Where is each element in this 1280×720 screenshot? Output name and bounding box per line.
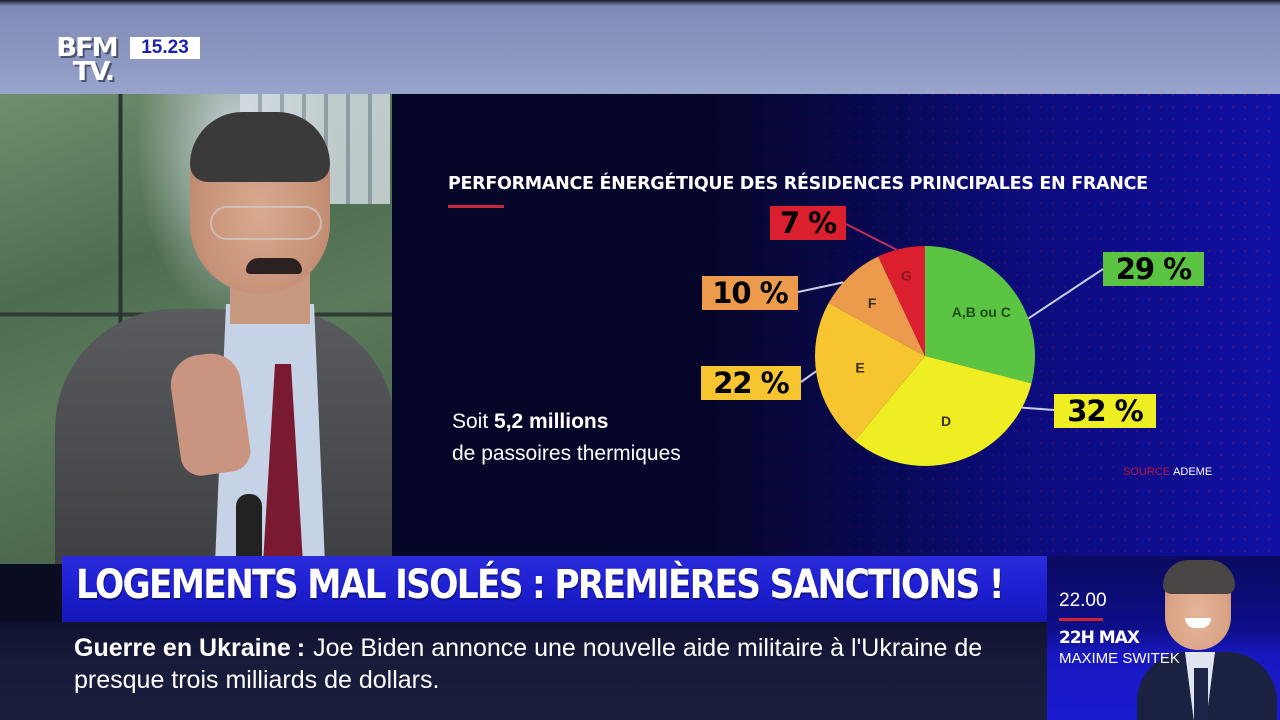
source-value: ADEME bbox=[1173, 466, 1213, 478]
headline-text: LOGEMENTS MAL ISOLÉS : PREMIÈRES SANCTIO… bbox=[76, 562, 1005, 608]
slice-d bbox=[854, 356, 1032, 467]
slice-label: F bbox=[868, 295, 877, 311]
chart-title: PERFORMANCE ÉNERGÉTIQUE DES RÉSIDENCES P… bbox=[448, 174, 1148, 194]
ticker-separator: : bbox=[296, 634, 306, 662]
slice-label: E bbox=[855, 360, 864, 376]
slice-label: D bbox=[941, 413, 951, 429]
studio-video-feed bbox=[0, 94, 392, 564]
title-underline bbox=[448, 205, 504, 208]
clock: 15.23 bbox=[130, 37, 200, 59]
leader-line bbox=[797, 281, 844, 293]
stat-line-1: Soit 5,2 millions bbox=[452, 410, 608, 434]
leader-line bbox=[845, 223, 897, 251]
callout-label: 29 % bbox=[1115, 252, 1193, 286]
leader-line bbox=[800, 370, 817, 383]
callout-d: 32 % bbox=[1054, 394, 1156, 428]
microphone-icon bbox=[236, 494, 262, 564]
chart-panel: PERFORMANCE ÉNERGÉTIQUE DES RÉSIDENCES P… bbox=[392, 94, 1280, 564]
host-photo-tie bbox=[1194, 668, 1208, 720]
callout-label: 22 % bbox=[713, 366, 790, 400]
ticker-topic: Guerre en Ukraine bbox=[74, 634, 291, 662]
channel-logo: BFM TV. bbox=[56, 33, 126, 92]
pie-chart: A,B ou C D E F G bbox=[797, 223, 1104, 467]
slice-g bbox=[878, 246, 925, 356]
slice-e bbox=[814, 303, 925, 441]
next-show-title: 22H MAX bbox=[1059, 628, 1140, 648]
callout-label: 32 % bbox=[1067, 394, 1144, 428]
source-credit: SOURCE ADEME bbox=[1123, 466, 1212, 478]
ticker-body: Joe Biden annonce une nouvelle aide mili… bbox=[74, 634, 983, 694]
callout-abc: 29 % bbox=[1103, 252, 1204, 286]
callout-label: 7 % bbox=[779, 206, 837, 240]
logo-line-2: TV. bbox=[72, 57, 115, 87]
logo-line-1: BFM bbox=[56, 33, 118, 63]
callout-f: 10 % bbox=[702, 276, 798, 310]
next-show-time: 22.00 bbox=[1059, 590, 1107, 611]
source-label: SOURCE bbox=[1123, 466, 1171, 478]
presenter-mustache bbox=[246, 258, 302, 274]
top-band bbox=[0, 0, 1280, 96]
callout-g: 7 % bbox=[770, 206, 846, 240]
leader-line bbox=[1022, 406, 1055, 411]
host-photo-smile bbox=[1185, 618, 1211, 628]
slice-label: A,B ou C bbox=[952, 304, 1011, 320]
leader-line bbox=[1027, 268, 1104, 320]
slice-f bbox=[828, 256, 925, 356]
callout-e: 22 % bbox=[701, 366, 801, 400]
next-show-divider bbox=[1059, 618, 1103, 621]
next-show-panel: 22.00 22H MAX MAXIME SWITEK bbox=[1047, 556, 1280, 720]
presenter-hair bbox=[190, 112, 330, 182]
callout-label: 10 % bbox=[712, 276, 789, 310]
ticker-text: Guerre en Ukraine: Joe Biden annonce une … bbox=[74, 632, 1024, 696]
host-photo-hair bbox=[1163, 560, 1235, 594]
headline-banner: LOGEMENTS MAL ISOLÉS : PREMIÈRES SANCTIO… bbox=[62, 556, 1047, 622]
next-show-host: MAXIME SWITEK bbox=[1059, 650, 1180, 667]
slice-label: G bbox=[901, 268, 912, 284]
presenter-glasses bbox=[210, 206, 322, 240]
stat-line-2: de passoires thermiques bbox=[452, 442, 681, 465]
stat-highlight: 5,2 millions bbox=[494, 410, 609, 433]
stat-prefix: Soit bbox=[452, 410, 495, 433]
slice-abc bbox=[925, 246, 1035, 384]
